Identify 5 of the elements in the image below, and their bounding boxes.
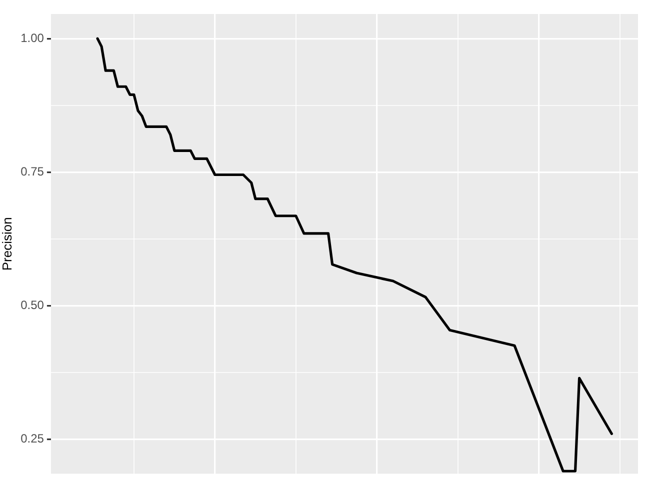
y-tick-label: 0.75 — [20, 164, 44, 178]
y-tick-label: 0.25 — [20, 431, 44, 446]
y-tick-label: 0.50 — [20, 298, 44, 312]
y-axis-title: Precision — [0, 217, 14, 271]
y-tick-label: 1.00 — [20, 30, 44, 45]
